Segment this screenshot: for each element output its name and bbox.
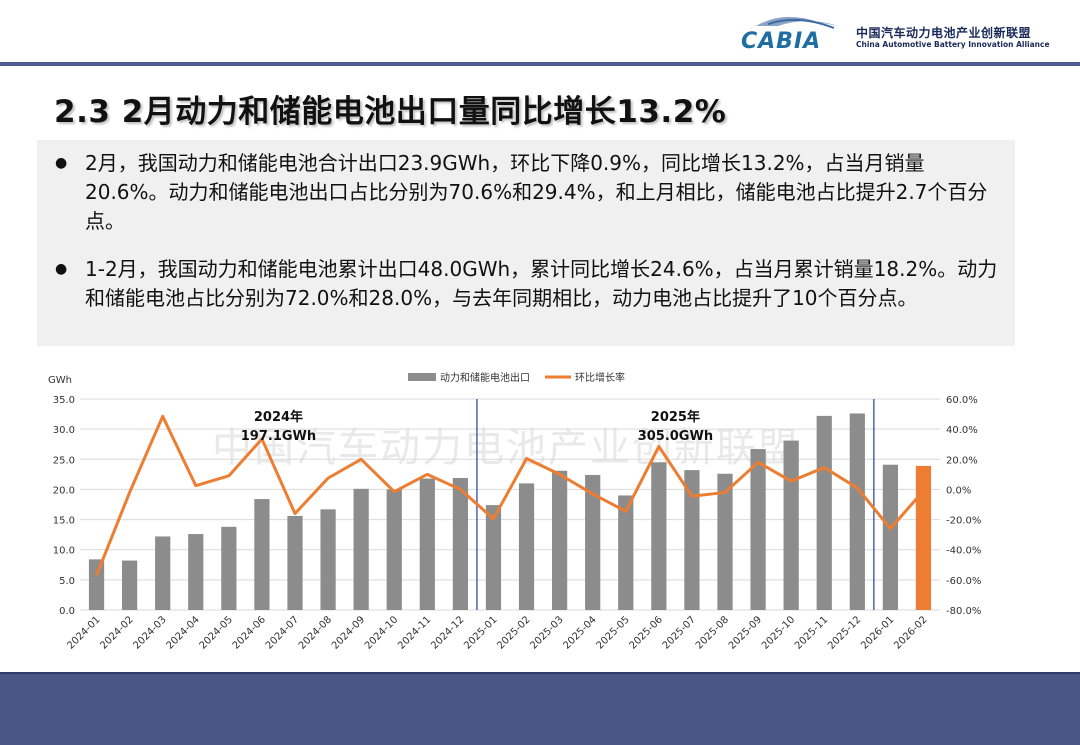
bar bbox=[254, 499, 270, 610]
summary-box: ● 2月，我国动力和储能电池合计出口23.9GWh，环比下降0.9%，同比增长1… bbox=[37, 140, 1015, 346]
y-tick-label: 25.0 bbox=[53, 455, 75, 466]
x-tick-label: 2024-05 bbox=[198, 614, 235, 651]
bar bbox=[386, 489, 402, 610]
bar bbox=[717, 473, 733, 610]
y2-tick-label: -80.0% bbox=[946, 606, 981, 617]
annotation-total: 305.0GWh bbox=[638, 429, 713, 444]
bar bbox=[88, 559, 105, 610]
x-tick-label: 2024-11 bbox=[396, 614, 433, 651]
bar bbox=[783, 440, 799, 610]
y-axis-label: GWh bbox=[48, 375, 72, 386]
bar bbox=[518, 483, 535, 610]
y2-tick-label: 40.0% bbox=[946, 425, 978, 436]
x-tick-label: 2025-12 bbox=[826, 614, 863, 651]
bar bbox=[750, 449, 766, 610]
bullet-icon: ● bbox=[55, 261, 68, 277]
bar bbox=[816, 415, 832, 610]
x-tick-label: 2025-06 bbox=[628, 614, 665, 651]
x-tick-label: 2025-09 bbox=[727, 614, 764, 651]
x-tick-label: 2026-01 bbox=[859, 614, 896, 651]
legend-bar-swatch bbox=[408, 373, 436, 381]
x-tick-label: 2024-03 bbox=[131, 614, 168, 651]
x-tick-label: 2024-07 bbox=[264, 614, 301, 651]
bar bbox=[287, 515, 303, 610]
y2-tick-label: 20.0% bbox=[946, 455, 978, 466]
bar bbox=[684, 470, 700, 610]
y2-tick-label: -20.0% bbox=[946, 516, 981, 527]
y-tick-label: 20.0 bbox=[53, 485, 75, 496]
y2-tick-label: -40.0% bbox=[946, 546, 981, 557]
annotation-total: 197.1GWh bbox=[241, 429, 316, 444]
logo-text: CABIA bbox=[741, 29, 821, 54]
y-tick-label: 0.0 bbox=[59, 606, 75, 617]
bar bbox=[452, 477, 468, 610]
bar bbox=[651, 462, 667, 610]
x-tick-label: 2026-02 bbox=[892, 614, 929, 651]
annotation-year: 2024年 bbox=[254, 409, 303, 425]
page-title: 2.3 2月动力和储能电池出口量同比增长13.2% bbox=[54, 94, 727, 130]
x-tick-label: 2024-01 bbox=[65, 614, 102, 651]
footer-divider bbox=[0, 672, 1080, 674]
x-tick-label: 2024-02 bbox=[98, 614, 135, 651]
x-tick-label: 2024-08 bbox=[297, 614, 334, 651]
y2-tick-label: 60.0% bbox=[946, 395, 978, 406]
x-tick-label: 2025-02 bbox=[495, 614, 532, 651]
bullet-icon: ● bbox=[55, 155, 68, 171]
bar bbox=[419, 478, 435, 610]
bar bbox=[320, 509, 336, 610]
x-tick-label: 2025-07 bbox=[661, 614, 698, 651]
bullet-text: 1-2月，我国动力和储能电池累计出口48.0GWh，累计同比增长24.6%，占当… bbox=[85, 257, 998, 310]
bar bbox=[155, 536, 171, 610]
y-tick-label: 35.0 bbox=[53, 395, 75, 406]
org-name-en: China Automotive Battery Innovation Alli… bbox=[856, 40, 1050, 49]
legend-line-label: 环比增长率 bbox=[575, 371, 625, 384]
bar bbox=[849, 413, 865, 610]
x-tick-label: 2025-08 bbox=[694, 614, 731, 651]
bar bbox=[353, 488, 369, 610]
series-line bbox=[95, 414, 925, 576]
x-tick-label: 2025-04 bbox=[561, 614, 598, 651]
bar bbox=[188, 534, 204, 610]
bar bbox=[618, 495, 634, 610]
x-tick-label: 2025-01 bbox=[462, 614, 499, 651]
x-tick-label: 2025-10 bbox=[760, 614, 797, 651]
org-name-cn: 中国汽车动力电池产业创新联盟 bbox=[856, 26, 1032, 40]
x-tick-label: 2024-12 bbox=[429, 614, 466, 651]
annotation-year: 2025年 bbox=[651, 409, 700, 425]
y-tick-label: 10.0 bbox=[53, 546, 75, 557]
footer-bar bbox=[0, 672, 1080, 745]
bar bbox=[122, 560, 138, 610]
x-tick-label: 2025-03 bbox=[528, 614, 565, 651]
x-tick-label: 2024-04 bbox=[165, 614, 202, 651]
y2-tick-label: 0.0% bbox=[946, 485, 971, 496]
y-tick-label: 15.0 bbox=[53, 516, 75, 527]
y-tick-label: 30.0 bbox=[53, 425, 75, 436]
y2-tick-label: -60.0% bbox=[946, 576, 981, 587]
bar bbox=[915, 465, 932, 610]
x-tick-label: 2024-10 bbox=[363, 614, 400, 651]
bar bbox=[882, 464, 898, 610]
bar bbox=[221, 526, 237, 610]
y-tick-label: 5.0 bbox=[59, 576, 75, 587]
legend-bar-label: 动力和储能电池出口 bbox=[440, 371, 530, 384]
header-bar: CABIA 中国汽车动力电池产业创新联盟 China Automotive Ba… bbox=[0, 0, 1080, 66]
x-tick-label: 2025-05 bbox=[595, 614, 632, 651]
bar bbox=[485, 505, 502, 610]
bar bbox=[585, 474, 601, 610]
bullet-text: 2月，我国动力和储能电池合计出口23.9GWh，环比下降0.9%，同比增长13.… bbox=[85, 151, 988, 233]
x-tick-label: 2024-06 bbox=[231, 614, 268, 651]
watermark-text: 中国汽车动力电池产业创新联盟 bbox=[212, 425, 800, 471]
x-tick-label: 2024-09 bbox=[330, 614, 367, 651]
export-chart: 中国汽车动力电池产业创新联盟 0.0 5.0 10.0 15.0 20.0 25.0 30.0… bbox=[48, 371, 981, 652]
bar bbox=[552, 470, 568, 610]
cabia-logo: CABIA bbox=[741, 16, 838, 54]
x-tick-label: 2025-11 bbox=[793, 614, 830, 651]
header-divider bbox=[0, 62, 1080, 66]
